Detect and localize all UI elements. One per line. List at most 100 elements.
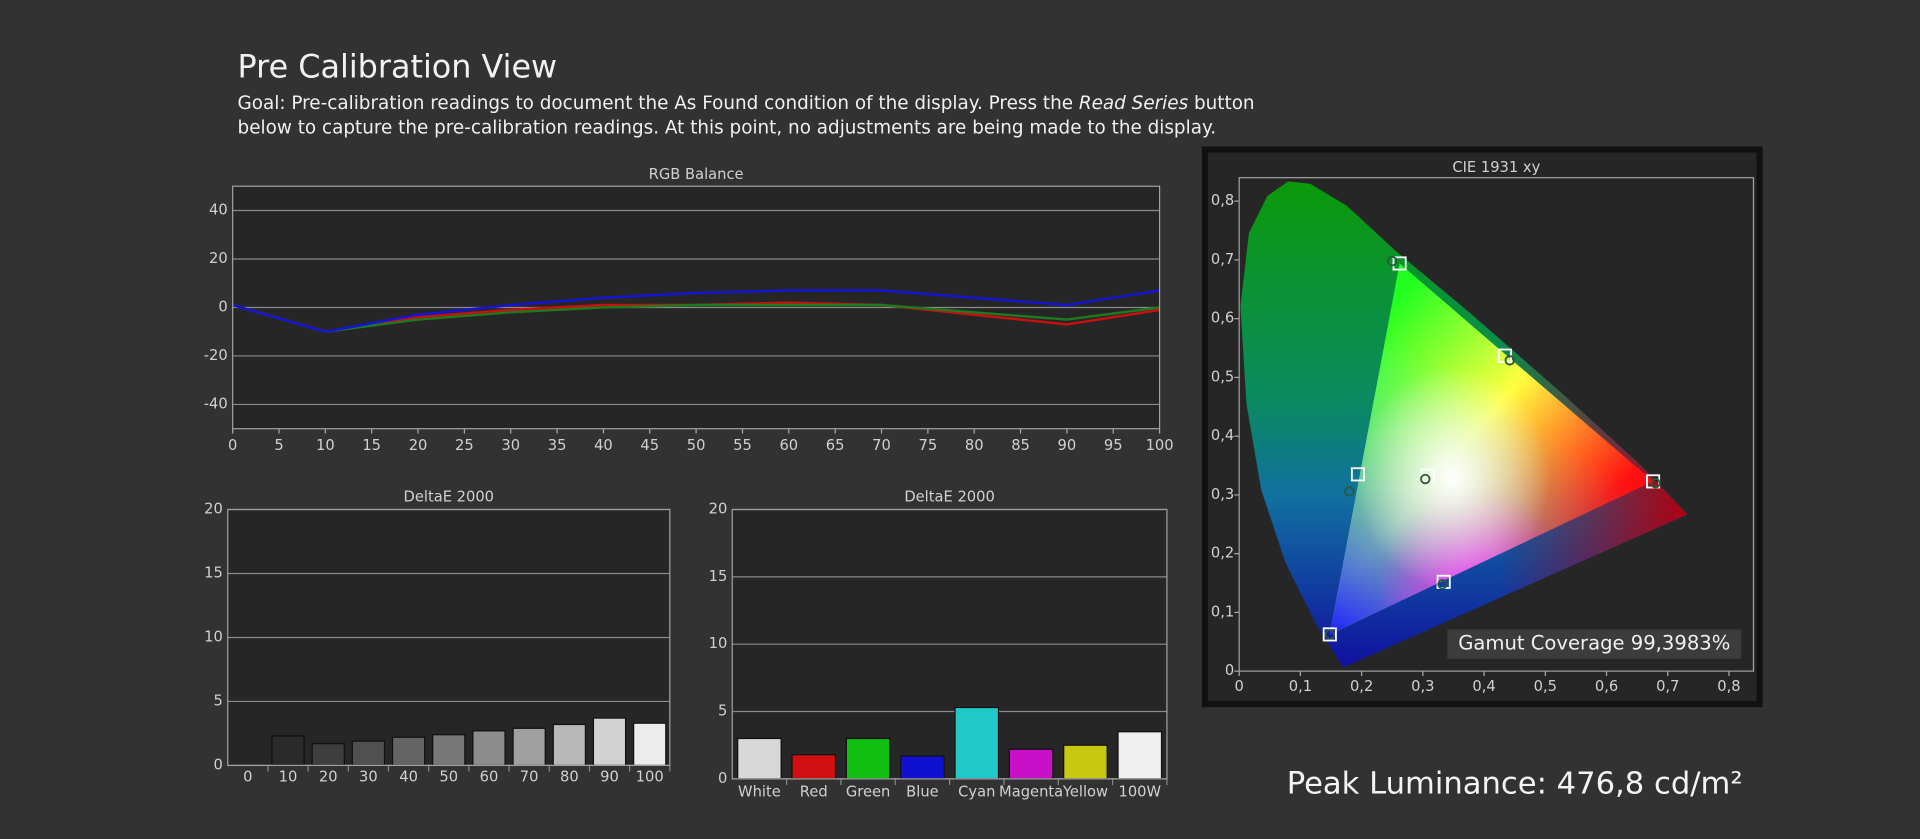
x-tick-label: 0 (1235, 678, 1244, 695)
plot-frame (1238, 177, 1755, 672)
y-tick-label: 0 (218, 298, 227, 315)
x-tick-label: 0,2 (1350, 678, 1373, 695)
bar (552, 723, 587, 767)
bar (1008, 748, 1054, 780)
x-tick-label: 0 (228, 437, 237, 454)
y-tick-label: 0,3 (1211, 486, 1234, 503)
series-line (232, 289, 1160, 333)
y-tick-label: 40 (209, 201, 228, 218)
goal-box: Goal: Pre-calibration readings to docume… (238, 91, 1279, 140)
x-tick-label: 60 (779, 437, 798, 454)
x-tick-label: 10 (316, 437, 335, 454)
y-tick-label: 20 (709, 501, 728, 518)
measured-marker (1437, 578, 1448, 590)
measured-marker (1344, 486, 1355, 497)
y-tick-label: 0 (718, 770, 727, 787)
bar (512, 727, 546, 767)
y-tick-label: 0,4 (1211, 427, 1234, 444)
y-tick-label: 0,2 (1211, 545, 1234, 562)
measured-marker (1387, 255, 1398, 267)
y-tick-label: 15 (709, 568, 728, 585)
y-tick-label: 0,5 (1211, 368, 1234, 385)
goal-part: button below to capture the pre-calibrat… (237, 91, 1255, 139)
bar (1063, 744, 1108, 780)
measured-marker (1504, 355, 1515, 366)
x-tick-label: 0 (243, 769, 252, 786)
bar (954, 706, 1000, 780)
gamut-coverage: Gamut Coverage 99,3983% (1458, 632, 1730, 655)
y-tick-label: 10 (709, 635, 728, 652)
x-tick-label: 70 (872, 437, 891, 454)
measured-marker (1650, 477, 1661, 489)
x-tick-label: 35 (548, 437, 567, 454)
plot-frame (731, 508, 1168, 780)
x-tick-label: Blue (906, 783, 939, 800)
x-tick-label: 0,7 (1656, 678, 1679, 695)
x-tick-label: 100 (636, 769, 664, 786)
x-tick-label: 0,4 (1472, 678, 1495, 695)
y-tick-label: 15 (204, 564, 223, 581)
x-tick-label: 0,8 (1717, 678, 1740, 695)
x-tick-label: 90 (600, 769, 619, 786)
x-tick-label: Magenta (999, 783, 1063, 800)
chart-title: DeltaE 2000 (904, 488, 995, 505)
x-tick-label: White (738, 783, 781, 800)
bar (592, 717, 627, 767)
x-tick-label: 50 (439, 769, 458, 786)
target-marker (1350, 467, 1365, 482)
x-tick-label: Cyan (958, 783, 995, 800)
measured-marker (1324, 629, 1335, 640)
x-tick-label: 80 (965, 437, 984, 454)
x-tick-label: 100W (1118, 783, 1161, 800)
x-tick-label: 40 (399, 769, 418, 786)
goal-emphasis: Read Series (1078, 91, 1189, 114)
target-marker (1392, 256, 1407, 271)
x-tick-label: Red (800, 783, 828, 800)
x-tick-label: 30 (359, 769, 378, 786)
x-tick-label: 100 (1146, 437, 1174, 454)
gamut-triangle-white (1329, 263, 1654, 635)
target-marker (1322, 627, 1337, 642)
bar (791, 754, 837, 780)
y-tick-label: 0 (213, 756, 222, 773)
bar (432, 734, 466, 767)
x-tick-label: 65 (826, 437, 845, 454)
x-tick-label: 30 (501, 437, 520, 454)
x-tick-label: 10 (279, 769, 298, 786)
x-tick-label: Green (846, 783, 890, 800)
bar (900, 755, 945, 780)
y-tick-label: 10 (204, 628, 223, 645)
bar (391, 736, 426, 767)
x-tick-label: 55 (733, 437, 752, 454)
x-tick-label: 25 (455, 437, 474, 454)
x-tick-label: 20 (409, 437, 428, 454)
series-line (232, 303, 1160, 333)
y-tick-label: 0 (1225, 662, 1234, 679)
bar (1117, 731, 1163, 780)
bar (845, 737, 891, 780)
x-tick-label: 80 (560, 769, 579, 786)
y-tick-label: 0,7 (1211, 251, 1234, 268)
x-tick-label: 45 (640, 437, 659, 454)
bar (271, 735, 305, 767)
peak-luminance: Peak Luminance: 476,8 cd/m² (1287, 767, 1743, 802)
y-tick-label: 20 (209, 250, 228, 267)
x-tick-label: Yellow (1062, 783, 1108, 800)
x-tick-label: 95 (1104, 437, 1123, 454)
chart-title: RGB Balance (649, 166, 744, 183)
x-tick-label: 70 (520, 769, 539, 786)
goal-part: Goal: Pre-calibration readings to docume… (237, 91, 1079, 114)
x-tick-label: 50 (687, 437, 706, 454)
goal-text: Goal: Pre-calibration readings to docume… (238, 91, 1279, 140)
cie-diagram (1239, 177, 1754, 672)
bar (633, 722, 667, 767)
x-tick-label: 0,5 (1534, 678, 1557, 695)
x-tick-label: 40 (594, 437, 613, 454)
annotation-box (1447, 629, 1742, 659)
bar (311, 743, 345, 767)
y-tick-label: -40 (204, 395, 228, 412)
x-tick-label: 90 (1058, 437, 1077, 454)
x-tick-label: 20 (319, 769, 338, 786)
x-tick-label: 15 (362, 437, 381, 454)
